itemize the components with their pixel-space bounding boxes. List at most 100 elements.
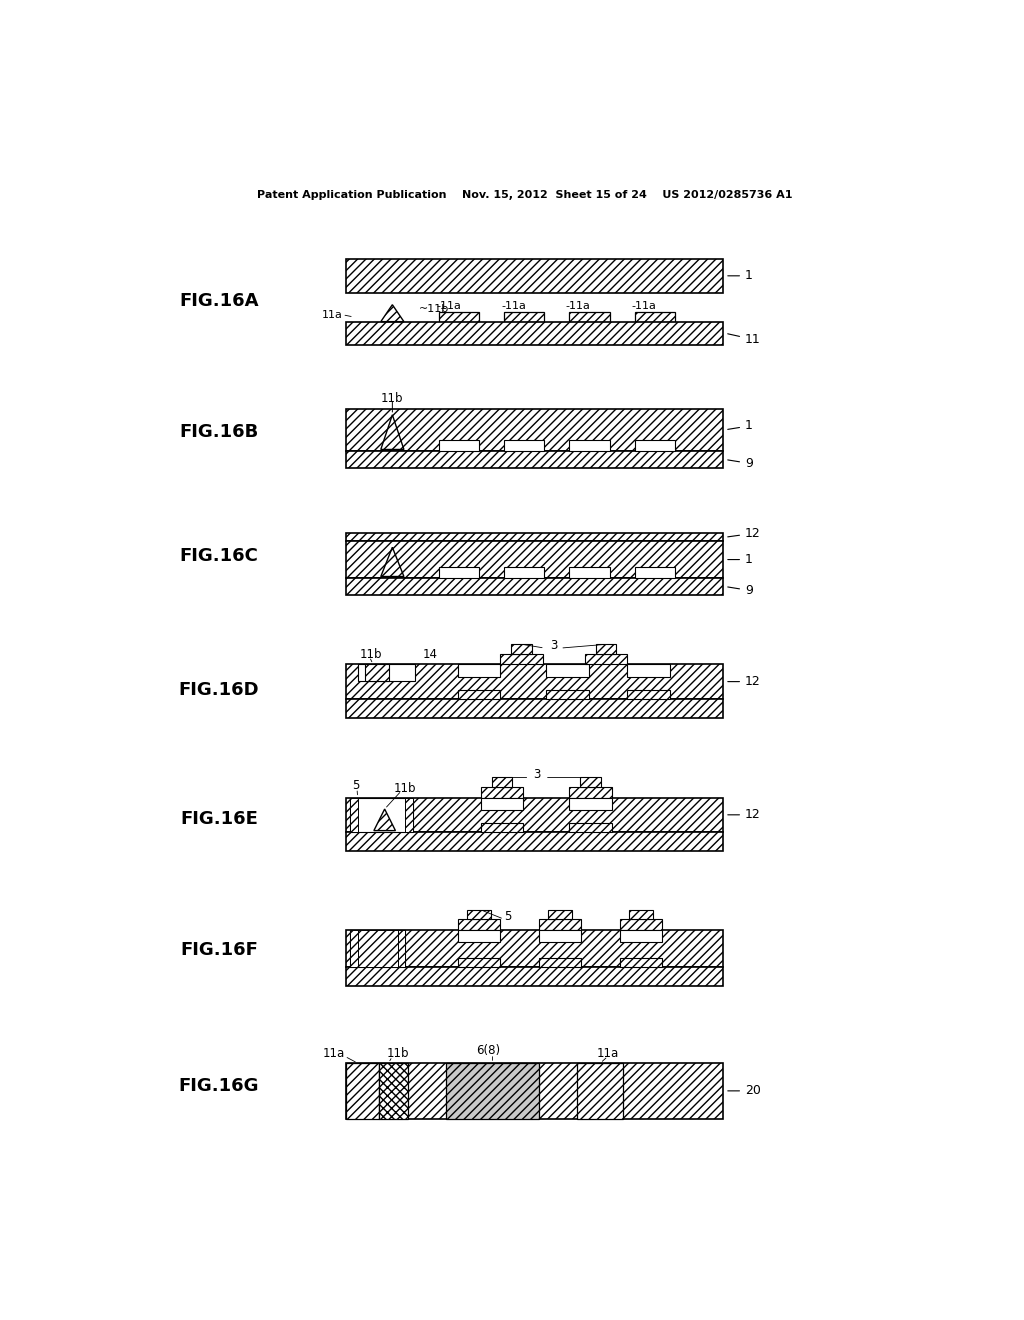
Bar	[458, 689, 500, 700]
Bar	[569, 441, 609, 451]
Text: 3: 3	[550, 639, 558, 652]
Bar	[350, 797, 413, 832]
Polygon shape	[381, 548, 403, 577]
Bar	[539, 958, 581, 966]
Text: 5: 5	[504, 909, 512, 923]
Text: 9: 9	[728, 457, 753, 470]
Text: 1: 1	[728, 269, 753, 282]
Bar	[346, 1063, 379, 1118]
Bar	[511, 644, 531, 653]
Bar	[569, 313, 609, 322]
Bar	[629, 909, 652, 919]
Bar	[379, 1063, 408, 1118]
Bar	[438, 568, 478, 578]
Bar	[346, 541, 724, 578]
Bar	[481, 822, 523, 832]
Bar	[569, 568, 609, 578]
Bar	[620, 958, 662, 966]
Text: FIG.16B: FIG.16B	[179, 422, 259, 441]
Bar	[438, 313, 478, 322]
Bar	[635, 441, 675, 451]
Bar	[578, 1063, 624, 1118]
Bar	[467, 909, 490, 919]
Bar	[397, 929, 406, 966]
Bar	[458, 929, 500, 942]
Bar	[635, 568, 675, 578]
Text: 3: 3	[534, 768, 541, 781]
Bar	[346, 700, 724, 718]
Bar	[539, 929, 581, 942]
Bar	[628, 664, 670, 677]
Bar	[350, 929, 406, 966]
Bar	[446, 1063, 539, 1118]
Text: ~11b: ~11b	[419, 304, 450, 314]
Bar	[346, 797, 724, 832]
Text: 14: 14	[423, 648, 438, 661]
Text: 20: 20	[728, 1084, 761, 1097]
Text: 11a: 11a	[323, 1047, 345, 1060]
Bar	[346, 966, 724, 986]
Bar	[548, 909, 571, 919]
Bar	[620, 919, 662, 929]
Bar	[620, 929, 662, 942]
Bar	[504, 568, 544, 578]
Text: 11b: 11b	[381, 392, 403, 405]
Bar	[346, 259, 724, 293]
Bar	[547, 664, 589, 677]
Polygon shape	[374, 809, 395, 830]
Text: -11a: -11a	[631, 301, 656, 312]
Bar	[406, 797, 413, 832]
Polygon shape	[381, 414, 403, 449]
Text: 11b: 11b	[386, 1047, 409, 1060]
Bar	[596, 644, 616, 653]
Text: 12: 12	[728, 527, 761, 540]
Bar	[438, 441, 478, 451]
Bar	[635, 313, 675, 322]
Bar	[628, 689, 670, 700]
Text: 11a: 11a	[322, 310, 342, 319]
Text: 5: 5	[352, 779, 359, 792]
Bar	[366, 664, 388, 681]
Text: 11b: 11b	[360, 648, 383, 661]
Bar	[458, 664, 500, 677]
Bar	[492, 777, 512, 787]
Text: FIG.16D: FIG.16D	[179, 681, 259, 698]
Text: 11: 11	[728, 333, 761, 346]
Text: FIG.16F: FIG.16F	[180, 941, 258, 958]
Text: 1: 1	[728, 553, 753, 566]
Bar	[458, 919, 500, 929]
Text: 12: 12	[728, 808, 761, 821]
Text: 1: 1	[728, 420, 753, 433]
Bar	[569, 822, 611, 832]
Text: -11a: -11a	[565, 301, 591, 312]
Text: Patent Application Publication    Nov. 15, 2012  Sheet 15 of 24    US 2012/02857: Patent Application Publication Nov. 15, …	[257, 190, 793, 201]
Bar	[585, 653, 628, 664]
Text: 11a: 11a	[597, 1047, 620, 1060]
Bar	[346, 929, 724, 966]
Bar	[481, 797, 523, 809]
Bar	[346, 664, 724, 700]
Text: -11a: -11a	[436, 301, 461, 312]
Bar	[350, 797, 357, 832]
Text: FIG.16E: FIG.16E	[180, 810, 258, 828]
Bar	[350, 929, 357, 966]
Bar	[481, 787, 523, 797]
Bar	[581, 777, 601, 787]
Bar	[346, 533, 724, 541]
Bar	[357, 664, 416, 681]
Bar	[500, 653, 543, 664]
Bar	[504, 313, 544, 322]
Text: 9: 9	[728, 583, 753, 597]
Bar	[346, 578, 724, 595]
Text: -11a: -11a	[502, 301, 526, 312]
Bar	[569, 787, 611, 797]
Text: 6(8): 6(8)	[476, 1044, 501, 1057]
Bar	[346, 451, 724, 469]
Bar	[357, 929, 397, 966]
Bar	[346, 322, 724, 345]
Text: FIG.16A: FIG.16A	[179, 292, 259, 310]
Bar	[504, 441, 544, 451]
Bar	[458, 958, 500, 966]
Text: 12: 12	[728, 675, 761, 688]
Text: FIG.16C: FIG.16C	[179, 548, 258, 565]
